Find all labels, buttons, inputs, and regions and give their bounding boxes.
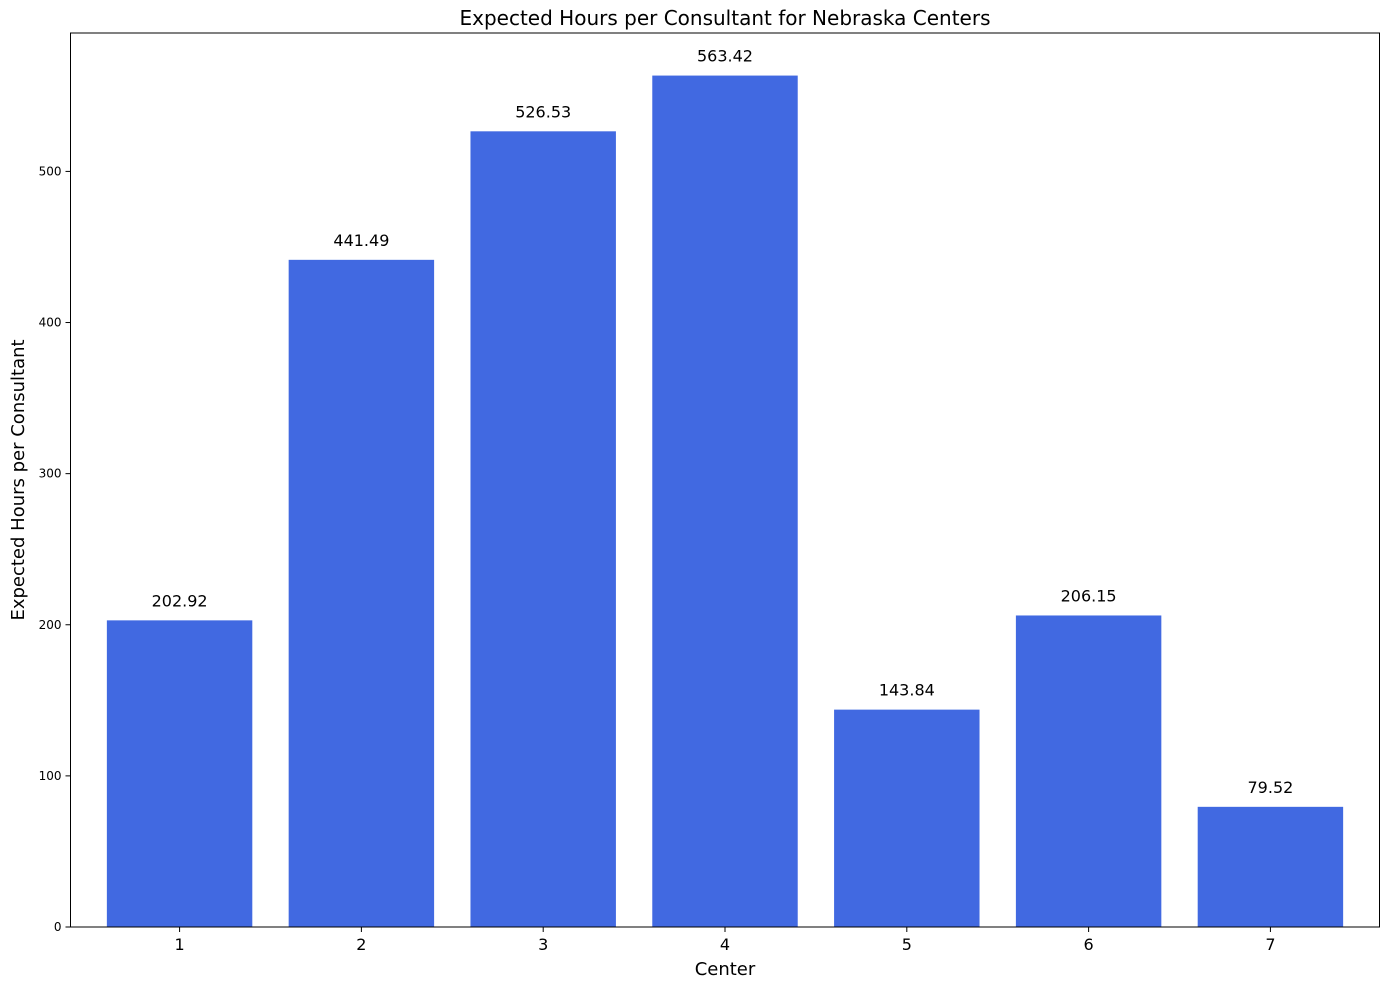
y-tick-label: 200 <box>39 618 62 632</box>
data-label-center-6: 206.15 <box>1061 586 1117 605</box>
x-axis-title: Center <box>695 959 756 980</box>
x-axis: 1 2 3 4 5 6 7 <box>174 927 1276 954</box>
bar-center-5 <box>834 709 980 927</box>
x-tick-label: 2 <box>356 935 366 954</box>
data-label-center-3: 526.53 <box>515 102 571 121</box>
bar-center-3 <box>470 131 616 927</box>
x-tick-label: 7 <box>1265 935 1275 954</box>
bars-group <box>106 75 1344 928</box>
bar-center-6 <box>1015 615 1162 927</box>
y-tick-label: 100 <box>39 769 62 783</box>
y-tick-label: 400 <box>39 316 62 330</box>
y-axis: 0 100 200 300 400 500 <box>39 164 71 934</box>
x-tick-label: 5 <box>902 935 912 954</box>
y-tick-label: 500 <box>39 164 62 178</box>
x-tick-label: 4 <box>720 935 730 954</box>
data-label-center-7: 79.52 <box>1248 778 1294 797</box>
x-tick-label: 6 <box>1084 935 1094 954</box>
y-axis-title: Expected Hours per Consultant <box>8 339 29 620</box>
bar-center-4 <box>652 75 798 928</box>
y-tick-label: 300 <box>39 467 62 481</box>
x-tick-label: 1 <box>174 935 184 954</box>
data-label-center-5: 143.84 <box>879 681 935 700</box>
data-label-center-1: 202.92 <box>152 591 208 610</box>
data-label-center-2: 441.49 <box>333 231 389 250</box>
bar-center-1 <box>106 620 253 927</box>
bar-center-2 <box>288 259 435 928</box>
data-label-center-4: 563.42 <box>697 47 753 66</box>
data-labels-group: 202.92 441.49 526.53 563.42 143.84 206.15 79.5… <box>152 47 1294 797</box>
chart-title: Expected Hours per Consultant for Nebras… <box>460 6 991 30</box>
y-tick-label: 0 <box>54 920 62 934</box>
bar-center-7 <box>1197 806 1344 927</box>
x-tick-label: 3 <box>538 935 548 954</box>
